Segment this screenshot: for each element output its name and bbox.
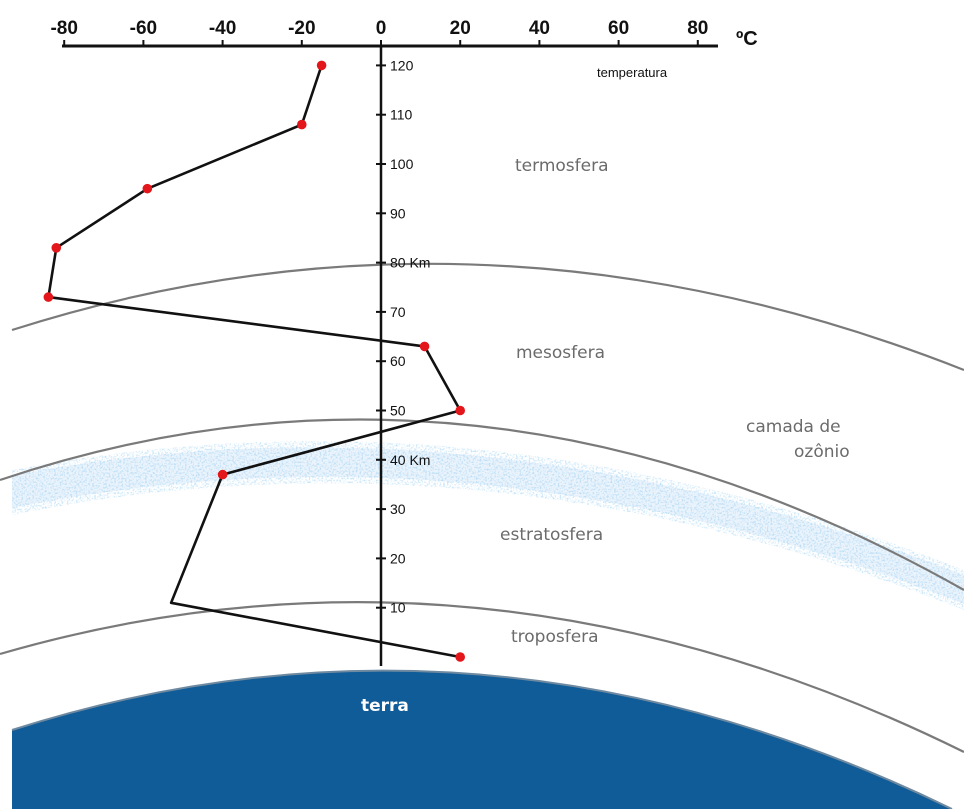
temperature-tick-label: 80 <box>687 18 708 39</box>
altitude-tick-label: 80 Km <box>390 255 430 271</box>
temperature-point <box>455 652 466 662</box>
altitude-tick-label: 20 <box>390 550 406 566</box>
terra-label: terra <box>361 696 409 716</box>
altitude-ticks: 10 20 30 40 Km 50 60 70 80 Km 90 100 110 120 <box>376 57 430 616</box>
temperature-point <box>142 183 153 194</box>
ozone-speckle <box>12 441 964 610</box>
altitude-tick-label: 10 <box>390 600 406 616</box>
temperature-axis-title: temperatura <box>597 65 668 80</box>
temperature-point <box>419 341 430 352</box>
temperature-tick-label: 0 <box>376 18 387 39</box>
temperature-tick-label: 40 <box>529 18 550 39</box>
altitude-tick-label: 70 <box>390 304 406 320</box>
altitude-tick-label: 120 <box>390 57 414 73</box>
estratosfera-label: estratosfera <box>500 525 603 545</box>
mesosfera-label: mesosfera <box>516 343 605 363</box>
mesosphere-boundary <box>11 262 964 372</box>
ozone-label-line2: ozônio <box>794 442 850 462</box>
temperature-tick-label: 20 <box>450 18 471 39</box>
temperature-point <box>455 405 466 416</box>
earth-outline <box>11 669 953 809</box>
altitude-tick-label: 50 <box>390 403 406 419</box>
earth-surface <box>12 670 952 809</box>
temperature-tick-label: -60 <box>130 18 157 39</box>
ozone-haze <box>12 447 964 604</box>
temperature-point <box>51 243 62 253</box>
troposphere-boundary <box>0 601 964 753</box>
troposfera-label: troposfera <box>511 627 599 647</box>
temperature-tick-label: 60 <box>608 18 629 39</box>
altitude-tick-label: 100 <box>390 156 414 172</box>
temperature-points <box>43 60 466 662</box>
altitude-tick-label: 30 <box>390 501 406 517</box>
temperature-point <box>43 292 54 302</box>
celsius-unit-label: ºC <box>736 28 758 50</box>
temperature-point <box>316 60 327 71</box>
ozone-label-line1: camada de <box>746 417 841 437</box>
termosfera-label: termosfera <box>515 156 608 176</box>
altitude-tick-label: 40 Km <box>390 452 430 468</box>
altitude-tick-label: 60 <box>390 353 406 369</box>
temperature-point <box>217 469 228 480</box>
temperature-tick-label: -20 <box>288 18 315 39</box>
temperature-ticks: -80 -60 -40 -20 0 20 40 60 80 <box>50 18 708 46</box>
stratosphere-boundary <box>0 418 964 591</box>
altitude-tick-label: 110 <box>390 107 413 123</box>
ozone-layer-band <box>12 441 964 610</box>
temperature-profile-line <box>47 64 462 659</box>
altitude-tick-label: 90 <box>390 205 406 221</box>
temperature-tick-label: -40 <box>209 18 236 39</box>
temperature-point <box>297 119 307 130</box>
temperature-tick-label: -80 <box>50 18 77 39</box>
